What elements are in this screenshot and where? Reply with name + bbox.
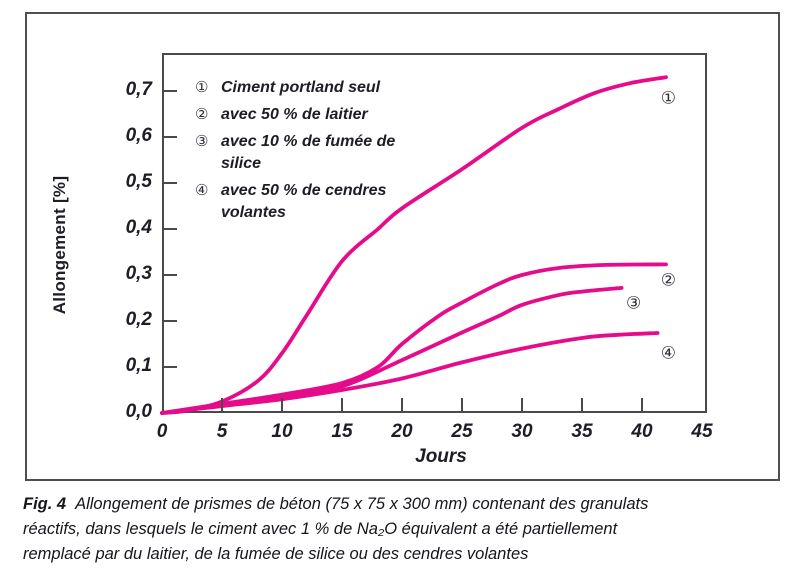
x-tick-mark bbox=[341, 398, 343, 411]
curve-label-marker: ② bbox=[660, 270, 677, 290]
x-tick-label: 35 bbox=[571, 421, 593, 442]
x-tick-label: 25 bbox=[451, 421, 473, 442]
legend-item-label: avec 50 % de laitier bbox=[221, 106, 368, 123]
figure-caption: Fig. 4 Allongement de prismes de béton (7… bbox=[23, 492, 773, 567]
legend-item: ③ avec 10 % de fumée de silice bbox=[195, 131, 425, 175]
y-tick-mark bbox=[164, 136, 177, 138]
legend-item: ② avec 50 % de laitier bbox=[195, 104, 425, 126]
legend-item: ① Ciment portland seul bbox=[195, 77, 425, 99]
caption-text: Allongement de prismes de béton (75 x 75… bbox=[23, 495, 649, 563]
x-tick-label: 30 bbox=[511, 421, 533, 442]
x-tick-label: 10 bbox=[271, 421, 293, 442]
y-tick-mark bbox=[164, 366, 177, 368]
legend-marker-icon: ④ bbox=[195, 182, 209, 199]
curve-label-marker: ① bbox=[660, 88, 677, 108]
x-tick-mark bbox=[401, 398, 403, 411]
legend-item-label: Ciment portland seul bbox=[221, 79, 381, 96]
legend-marker-icon: ③ bbox=[195, 133, 209, 150]
x-tick-label: 5 bbox=[216, 421, 228, 442]
x-tick-mark bbox=[641, 398, 643, 411]
curve-label-marker: ③ bbox=[625, 293, 642, 313]
x-tick-label: 40 bbox=[631, 421, 653, 442]
x-tick-mark bbox=[221, 398, 223, 411]
legend: ① Ciment portland seul ② avec 50 % de laiti… bbox=[195, 77, 425, 229]
x-axis-title: Jours bbox=[415, 446, 467, 467]
legend-item-label: avec 50 % de cendres volantes bbox=[221, 182, 387, 221]
legend-item-label: avec 10 % de fumée de silice bbox=[221, 133, 396, 172]
x-tick-label: 20 bbox=[391, 421, 413, 442]
x-tick-label: 0 bbox=[156, 421, 168, 442]
y-tick-label: 0,3 bbox=[125, 263, 152, 284]
y-tick-mark bbox=[164, 182, 177, 184]
y-tick-label: 0,6 bbox=[125, 125, 152, 146]
curve-label-marker: ④ bbox=[660, 343, 677, 363]
y-tick-label: 0,5 bbox=[125, 171, 152, 192]
y-tick-label: 0,4 bbox=[125, 217, 152, 238]
y-axis-title: Allongement [%] bbox=[50, 175, 69, 315]
x-tick-label: 15 bbox=[331, 421, 353, 442]
y-tick-mark bbox=[164, 274, 177, 276]
x-tick-label: 45 bbox=[691, 421, 713, 442]
y-tick-label: 0,0 bbox=[125, 401, 152, 422]
x-tick-mark bbox=[521, 398, 523, 411]
y-tick-mark bbox=[164, 228, 177, 230]
y-tick-label: 0,1 bbox=[125, 355, 152, 376]
x-tick-mark bbox=[581, 398, 583, 411]
x-tick-mark bbox=[461, 398, 463, 411]
y-tick-label: 0,7 bbox=[125, 79, 152, 100]
legend-item: ④ avec 50 % de cendres volantes bbox=[195, 180, 425, 224]
y-tick-label: 0,2 bbox=[125, 309, 152, 330]
y-tick-mark bbox=[164, 320, 177, 322]
y-tick-mark bbox=[164, 90, 177, 92]
x-tick-mark bbox=[281, 398, 283, 411]
figure-number: Fig. 4 bbox=[23, 495, 67, 513]
legend-marker-icon: ① bbox=[195, 79, 209, 96]
legend-marker-icon: ② bbox=[195, 106, 209, 123]
